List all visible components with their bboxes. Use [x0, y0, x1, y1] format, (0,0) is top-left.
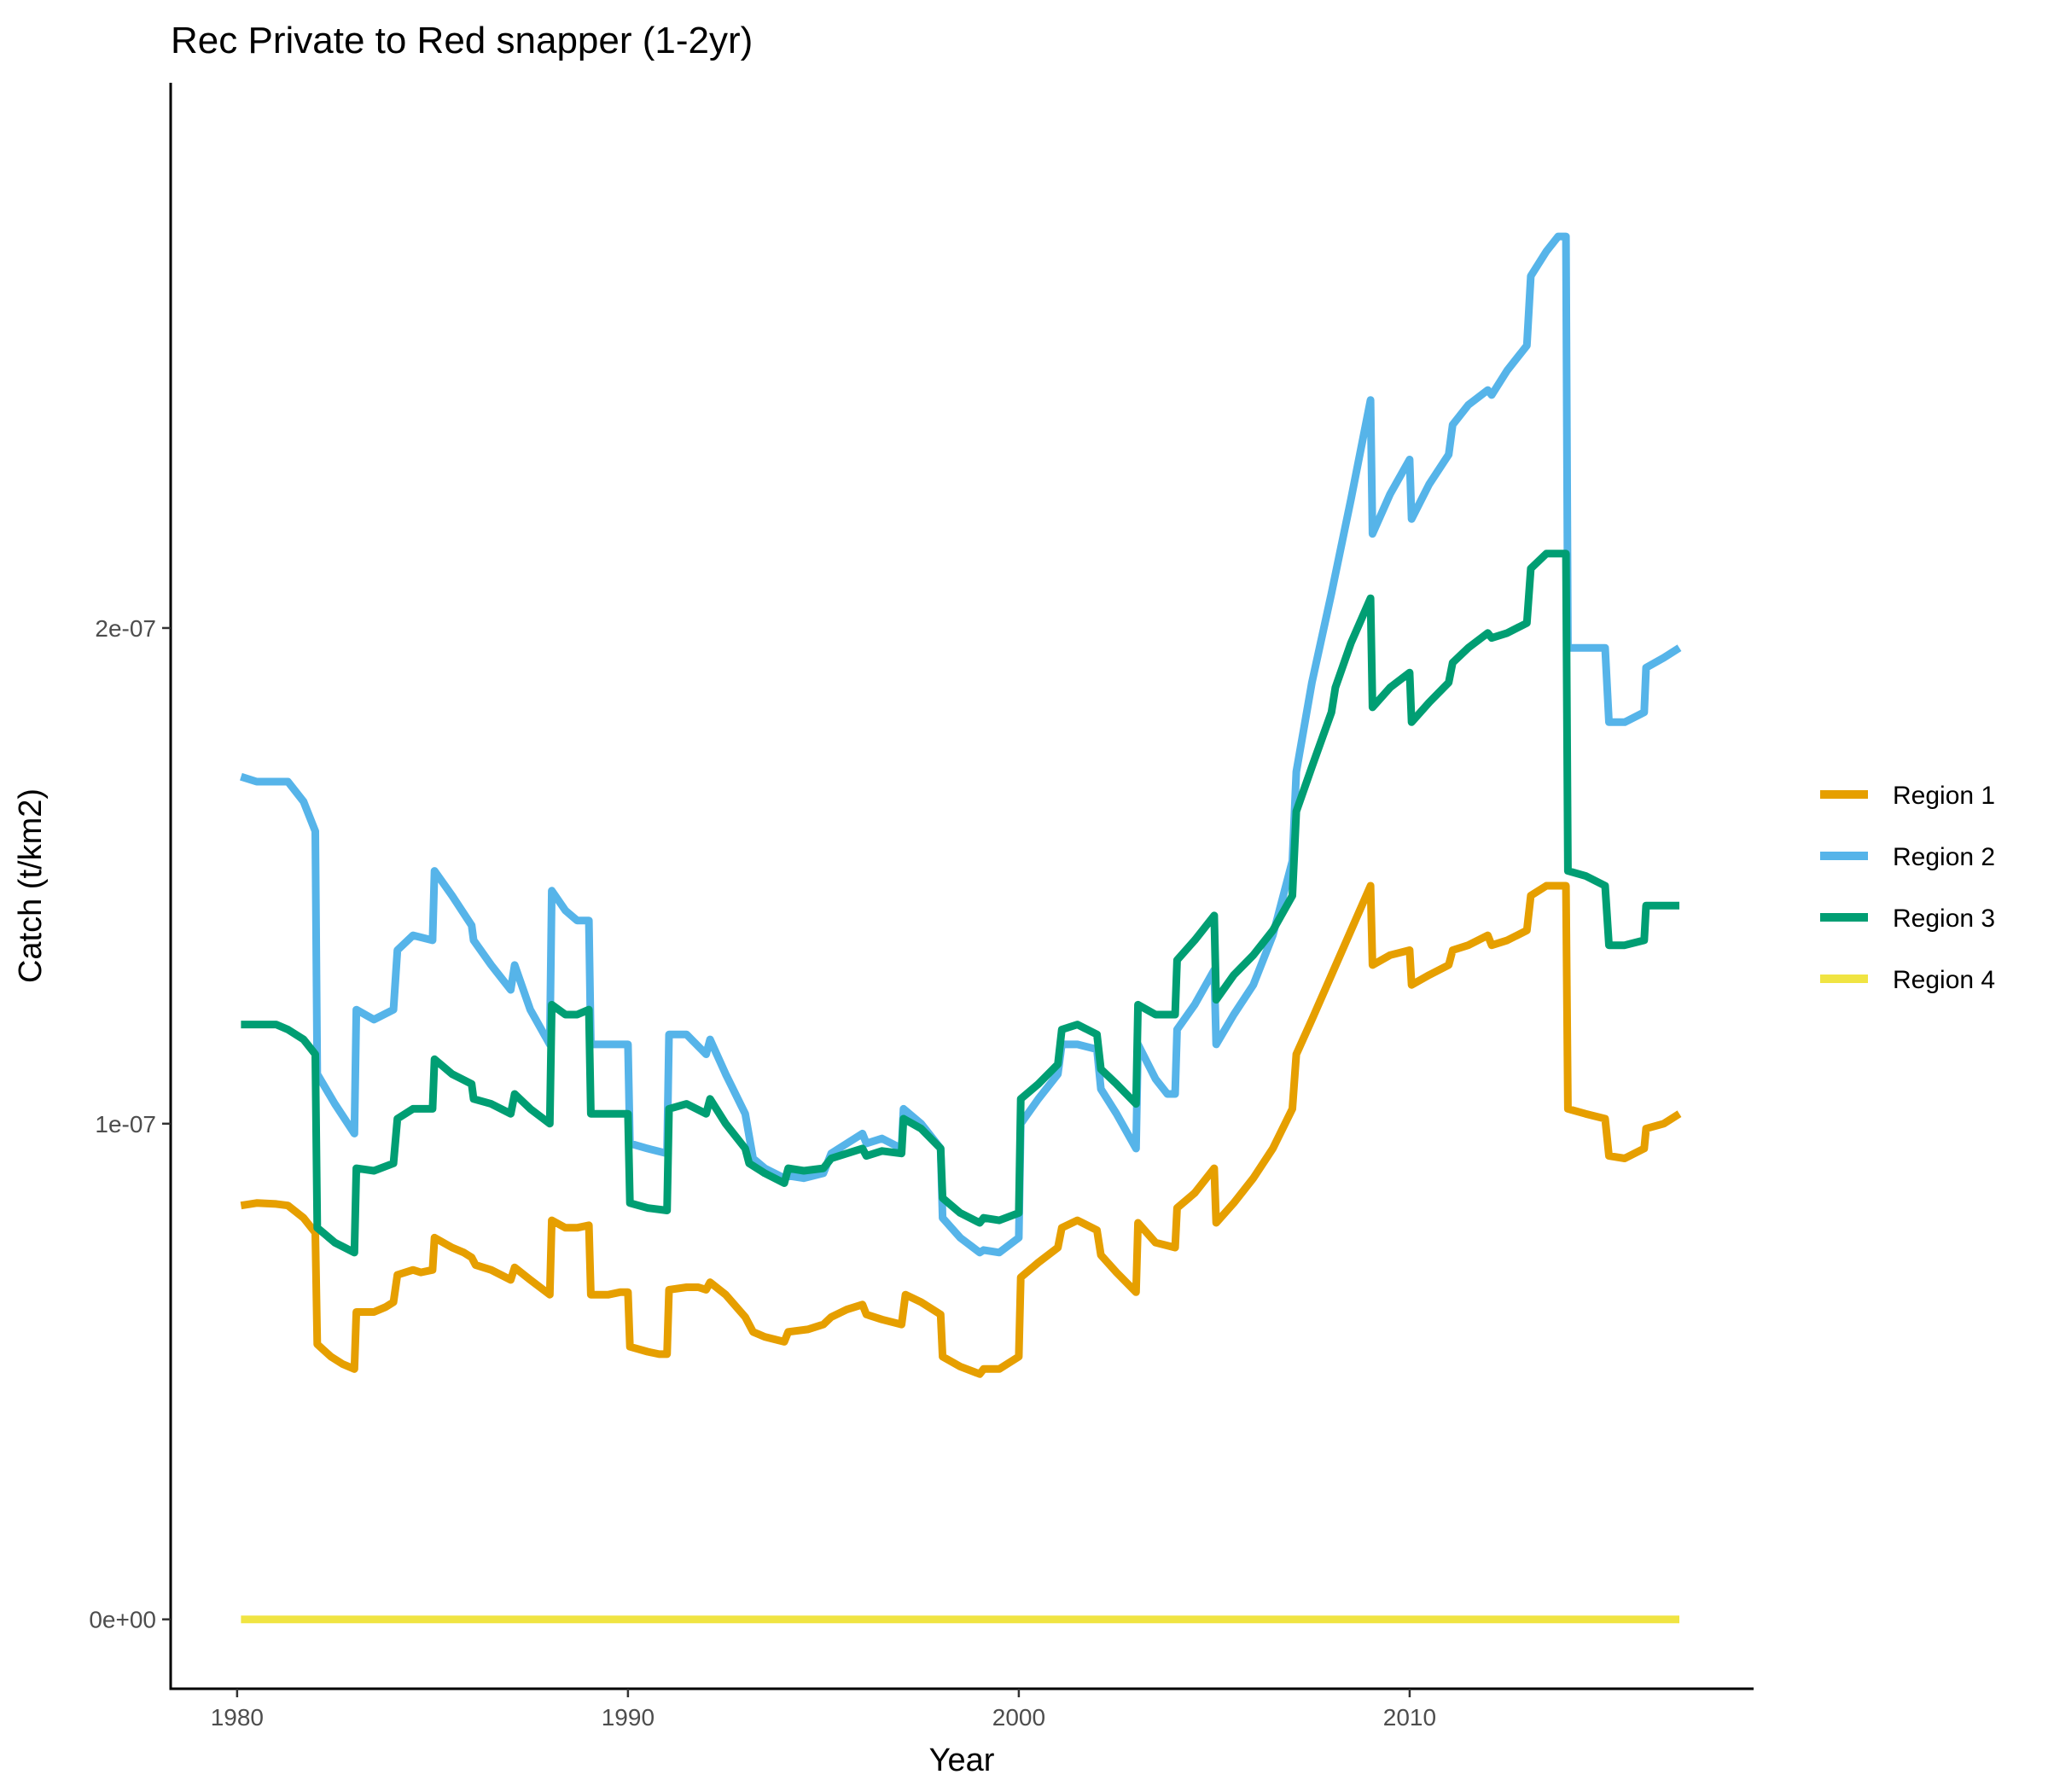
x-tick-label: 2010: [1383, 1704, 1436, 1731]
y-tick-label: 1e-07: [95, 1111, 156, 1137]
legend-label-region-3: Region 3: [1893, 905, 1995, 933]
series-line-region-2: [240, 232, 1682, 1257]
legend-label-region-4: Region 4: [1893, 966, 1995, 994]
series-line-region-3: [241, 550, 1679, 1257]
x-axis-title: Year: [929, 1743, 995, 1778]
x-tick-label: 1990: [602, 1704, 655, 1731]
plot-series: [240, 232, 1682, 1624]
y-tick-label: 2e-07: [95, 615, 156, 642]
x-tick-label: 1980: [211, 1704, 264, 1731]
chart-title: Rec Private to Red snapper (1-2yr): [171, 20, 753, 61]
x-tick-label: 2000: [992, 1704, 1045, 1731]
y-tick-label: 0e+00: [89, 1607, 156, 1633]
legend-label-region-1: Region 1: [1893, 782, 1995, 810]
y-axis-title: Catch (t/km2): [13, 788, 49, 983]
legend: Region 1 Region 2 Region 3 Region 4: [1820, 782, 1995, 994]
legend-label-region-2: Region 2: [1893, 843, 1995, 871]
x-axis-ticks: 1980 1990 2000 2010: [211, 1689, 1436, 1731]
y-axis-ticks: 0e+00 1e-07 2e-07: [89, 615, 171, 1633]
series-line-region-1: [240, 881, 1682, 1378]
